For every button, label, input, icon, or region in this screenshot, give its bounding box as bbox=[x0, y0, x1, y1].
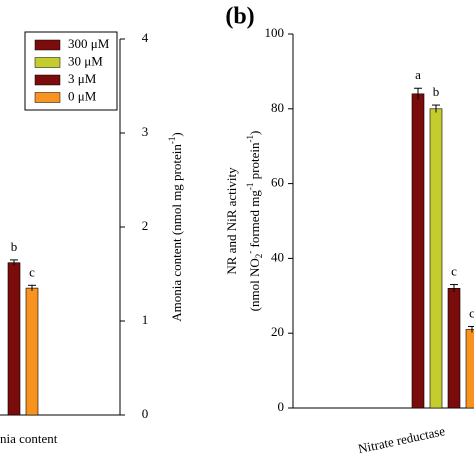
y-label-part: formed mg bbox=[247, 190, 262, 251]
y-tick-label: 0 bbox=[278, 399, 285, 414]
data-label: a bbox=[415, 67, 421, 82]
y-tick-label: 20 bbox=[271, 324, 284, 339]
bar bbox=[25, 287, 39, 416]
y-label-part: ) bbox=[247, 131, 262, 135]
x-tick-label: nia content bbox=[0, 431, 58, 446]
legend-swatch bbox=[34, 74, 61, 86]
y2-tick-label: 3 bbox=[142, 124, 149, 139]
y-tick-label: 100 bbox=[265, 25, 285, 40]
y2-tick-label: 2 bbox=[142, 218, 149, 233]
legend-label: 3 μM bbox=[68, 71, 97, 86]
y2-label-sup: -1 bbox=[167, 137, 177, 145]
y-axis-label: NR and NiR activity bbox=[224, 167, 239, 275]
data-label: b bbox=[11, 239, 18, 254]
data-label: c bbox=[29, 264, 35, 279]
y2-tick-label: 1 bbox=[142, 312, 149, 327]
data-label: b bbox=[433, 84, 440, 99]
bar bbox=[7, 262, 21, 416]
y-tick-label: 60 bbox=[271, 175, 284, 190]
y2-label-text: Amonia content (nmol mg protein bbox=[169, 144, 184, 322]
y-axis-label: (nmol NO2- formed mg-1 protein-1) bbox=[245, 131, 264, 312]
data-label: c bbox=[469, 305, 474, 320]
bar bbox=[447, 288, 461, 409]
y2-axis-label: Amonia content (nmol mg protein-1) bbox=[167, 132, 184, 321]
y-tick-label: 40 bbox=[271, 249, 284, 264]
legend-label: 300 μM bbox=[68, 36, 110, 51]
legend-swatch bbox=[34, 57, 61, 68]
y-label-part: 2 bbox=[254, 254, 264, 259]
y-label-part: protein bbox=[247, 142, 262, 183]
y-label-part: -1 bbox=[245, 135, 255, 143]
legend-label: 30 μM bbox=[68, 53, 103, 68]
bar bbox=[411, 93, 425, 409]
bar bbox=[429, 108, 443, 409]
y-tick-label: 80 bbox=[271, 100, 284, 115]
y-label-part: -1 bbox=[245, 183, 255, 191]
y2-tick-label: 0 bbox=[142, 406, 149, 421]
y2-tick-label: 4 bbox=[142, 30, 149, 45]
legend-swatch bbox=[34, 39, 61, 51]
legend-swatch bbox=[34, 92, 61, 103]
data-label: c bbox=[451, 264, 457, 279]
legend-label: 0 μM bbox=[68, 88, 97, 103]
y2-label-text: ) bbox=[169, 132, 184, 136]
y-label-part: - bbox=[245, 251, 255, 254]
x-tick-label: Nitrate reductase bbox=[357, 423, 447, 456]
panel-title: (b) bbox=[225, 4, 254, 30]
bar bbox=[465, 329, 474, 409]
y-label-part: (nmol NO bbox=[247, 258, 262, 311]
